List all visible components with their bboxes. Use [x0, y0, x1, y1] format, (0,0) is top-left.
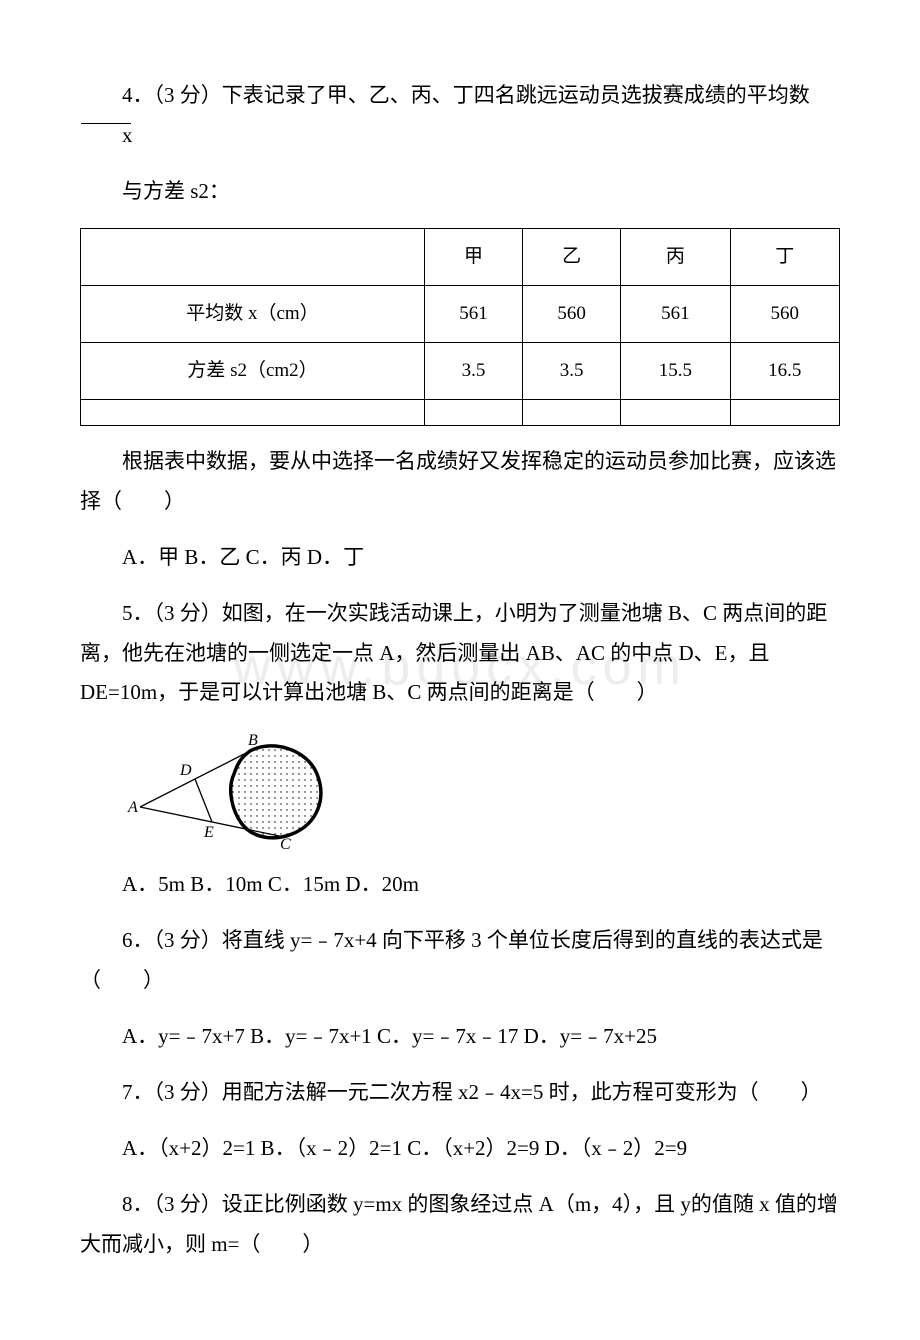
- table-cell: 甲: [424, 228, 522, 285]
- table-cell: 561: [621, 285, 730, 342]
- q6-stem: 6．（3 分）将直线 y=﹣7x+4 向下平移 3 个单位长度后得到的直线的表达…: [80, 921, 840, 1001]
- q4-stem-a: 4．（3 分）下表记录了甲、乙、丙、丁四名跳远运动员选拔赛成绩的平均数: [122, 83, 810, 107]
- q5-figure: A B C D E: [122, 729, 840, 849]
- q6-options: A．y=﹣7x+7 B．y=﹣7x+1 C．y=﹣7x﹣17 D．y=﹣7x+2…: [80, 1017, 840, 1057]
- table-cell: 3.5: [523, 342, 621, 399]
- table-cell: 3.5: [424, 342, 522, 399]
- table-cell: 平均数 x（cm）: [81, 285, 425, 342]
- table-cell: 560: [730, 285, 839, 342]
- q4-stem-line2: 与方差 s2：: [80, 172, 840, 212]
- label-E: E: [203, 824, 214, 841]
- table-row-empty: [81, 399, 840, 425]
- q4-tail: 根据表中数据，要从中选择一名成绩好又发挥稳定的运动员参加比赛，应该选择（ ）: [80, 442, 840, 522]
- label-A: A: [127, 799, 138, 816]
- xbar-symbol: x: [80, 116, 133, 156]
- table-row: 平均数 x（cm） 561 560 561 560: [81, 285, 840, 342]
- table-cell: 15.5: [621, 342, 730, 399]
- label-B: B: [248, 732, 258, 749]
- label-D: D: [179, 762, 192, 779]
- table-row: 方差 s2（cm2） 3.5 3.5 15.5 16.5: [81, 342, 840, 399]
- pond-shape: [231, 746, 321, 838]
- table-cell: 561: [424, 285, 522, 342]
- q4-table: 甲 乙 丙 丁 平均数 x（cm） 561 560 561 560 方差 s2（…: [80, 228, 840, 426]
- q4-stem-line1: 4．（3 分）下表记录了甲、乙、丙、丁四名跳远运动员选拔赛成绩的平均数 x: [80, 76, 840, 156]
- q5-options: A．5m B．10m C．15m D．20m: [80, 865, 840, 905]
- table-cell: 丙: [621, 228, 730, 285]
- q4-options: A．甲 B．乙 C．丙 D．丁: [80, 538, 840, 578]
- table-cell: 乙: [523, 228, 621, 285]
- table-cell: 560: [523, 285, 621, 342]
- line-DE: [195, 779, 212, 822]
- q7-options: A．（x+2）2=1 B．（x﹣2）2=1 C．（x+2）2=9 D．（x﹣2）…: [80, 1129, 840, 1169]
- label-C: C: [280, 836, 291, 849]
- table-cell: 丁: [730, 228, 839, 285]
- q8-stem: 8．（3 分）设正比例函数 y=mx 的图象经过点 A（m，4），且 y的值随 …: [80, 1185, 840, 1265]
- q5-stem: 5．（3 分）如图，在一次实践活动课上，小明为了测量池塘 B、C 两点间的距离，…: [80, 594, 840, 714]
- q7-stem: 7．（3 分）用配方法解一元二次方程 x2﹣4x=5 时，此方程可变形为（ ）: [80, 1073, 840, 1113]
- table-cell: 方差 s2（cm2）: [81, 342, 425, 399]
- table-cell: [81, 228, 425, 285]
- table-cell: 16.5: [730, 342, 839, 399]
- table-header-row: 甲 乙 丙 丁: [81, 228, 840, 285]
